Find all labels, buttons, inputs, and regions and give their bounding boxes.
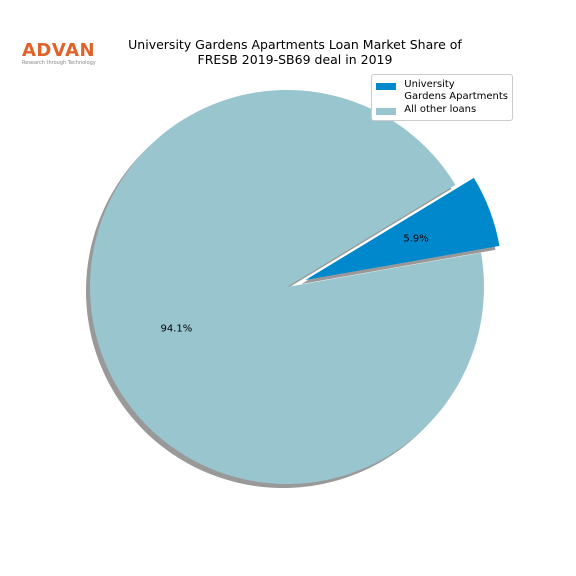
logo-tagline: Research through Technology (22, 60, 96, 66)
pie-slice (305, 177, 500, 281)
legend-swatch (376, 83, 397, 90)
chart-title: University Gardens Apartments Loan Marke… (128, 37, 462, 67)
legend-item: University Gardens Apartments (376, 79, 508, 103)
legend-item: All other loans (376, 104, 508, 116)
pie-slice (90, 90, 485, 484)
legend-label: All other loans (404, 104, 477, 115)
legend-label: University Gardens Apartments (404, 79, 508, 102)
legend-swatch (376, 108, 397, 115)
slice-label: 5.9% (403, 233, 428, 244)
logo-text: ADVAN (22, 40, 96, 61)
logo: ADVAN Research through Technology (22, 40, 96, 67)
legend: University Gardens Apartments All other l… (371, 74, 513, 121)
slice-label: 94.1% (160, 324, 192, 335)
